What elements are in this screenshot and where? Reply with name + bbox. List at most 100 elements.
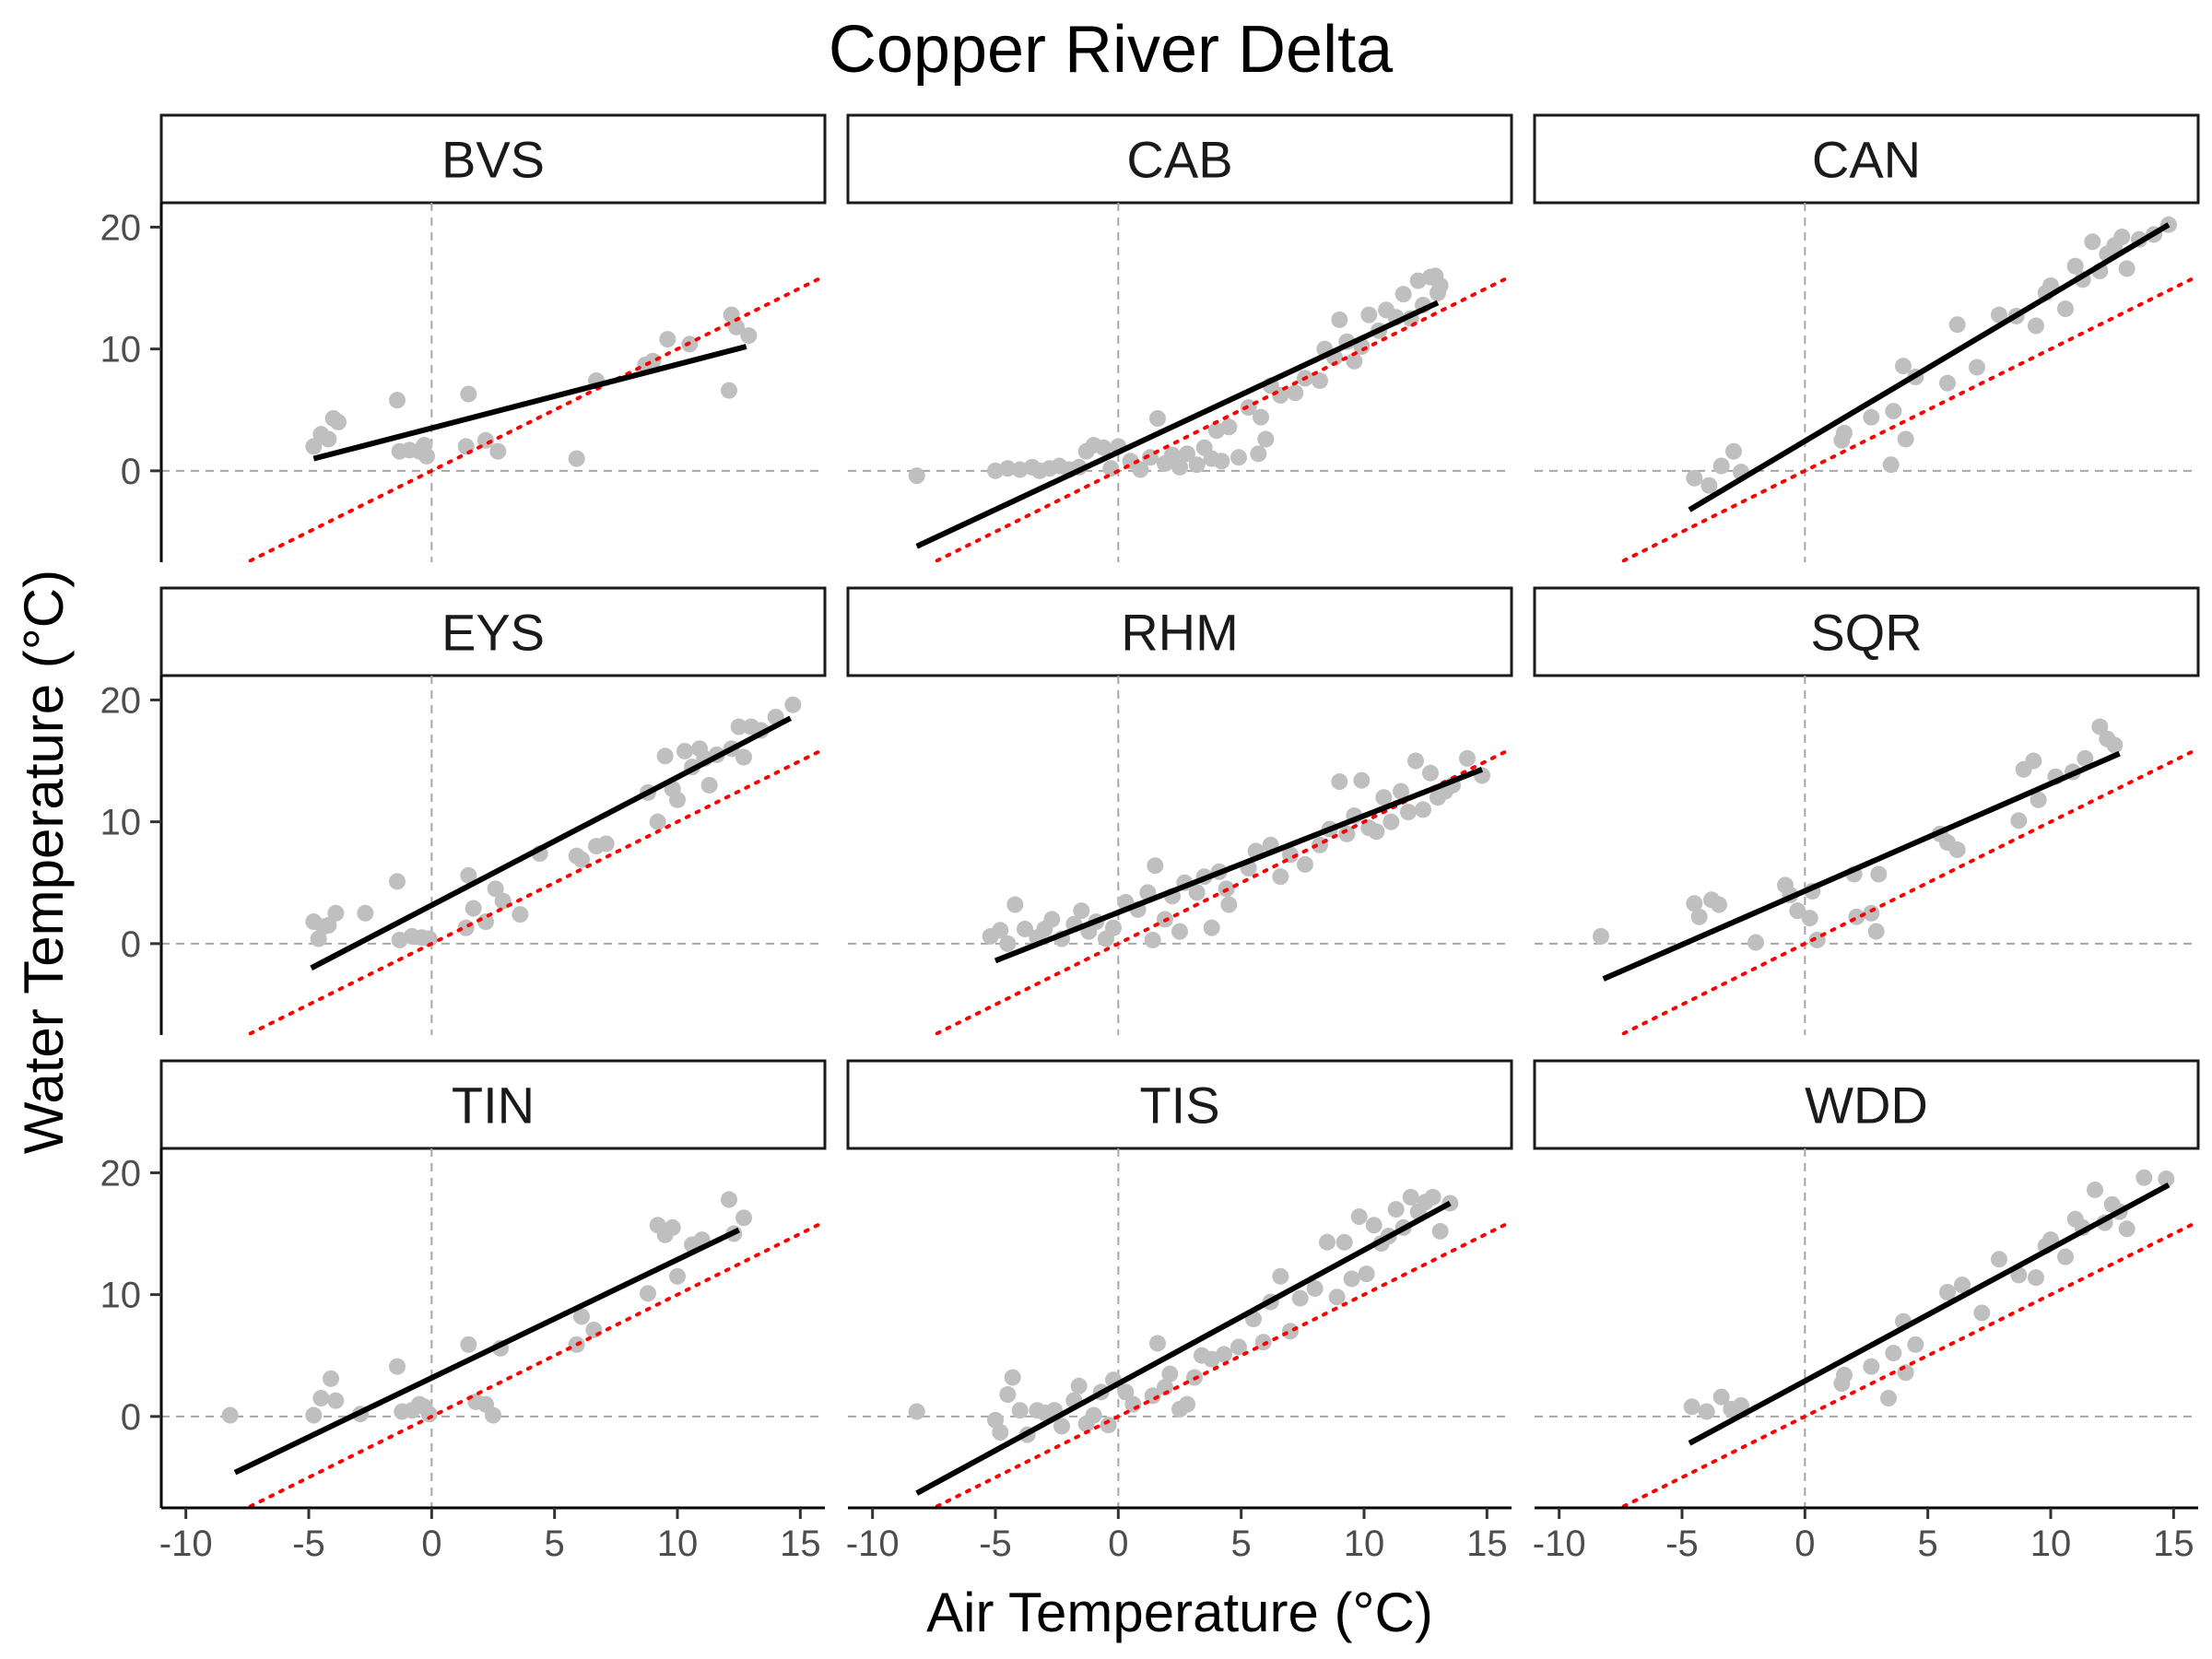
data-point-tin-4 — [327, 1392, 345, 1409]
strip-box-sqr — [1533, 586, 2200, 677]
data-point-sqr-8 — [1789, 902, 1806, 920]
data-point-tis-29 — [1216, 1346, 1232, 1363]
data-point-cab-56 — [1431, 276, 1449, 294]
y-tick-label-bvs-0: 0 — [121, 452, 141, 492]
data-point-cab-1 — [987, 462, 1004, 479]
strip-label-cab: CAB — [1126, 131, 1232, 189]
data-point-rhm-38 — [1331, 773, 1348, 791]
data-point-wdd-21 — [2057, 1248, 2074, 1265]
data-point-sqr-9 — [1801, 910, 1818, 927]
data-point-rhm-2 — [999, 935, 1017, 952]
data-point-can-8 — [1882, 456, 1900, 474]
data-point-wdd-14 — [1954, 1277, 1971, 1294]
data-point-eys-5 — [357, 904, 374, 922]
data-point-cab-12 — [1095, 439, 1112, 456]
data-point-rhm-14 — [1105, 919, 1122, 936]
data-point-eys-15 — [487, 880, 504, 898]
data-point-bvs-14 — [489, 442, 507, 460]
x-tick-label-wdd--5: -5 — [1665, 1524, 1699, 1564]
data-point-wdd-7 — [1863, 1358, 1880, 1375]
strip-label-tis: TIS — [1139, 1077, 1219, 1135]
data-point-can-15 — [1969, 359, 1985, 376]
data-point-sqr-29 — [2106, 736, 2124, 754]
facet-wdd: WDD -10 -5 0 5 10 15 — [1533, 1059, 2200, 1564]
data-point-eys-22 — [597, 835, 615, 853]
data-point-sqr-0 — [1593, 927, 1609, 945]
data-point-tin-29 — [735, 1209, 752, 1227]
facet-sqr: SQR — [1533, 586, 2200, 1035]
data-point-can-29 — [2118, 260, 2136, 277]
data-point-rhm-7 — [1043, 911, 1061, 928]
data-point-sqr-4 — [1711, 896, 1727, 913]
data-point-rhm-44 — [1375, 789, 1393, 806]
data-point-cab-49 — [1394, 286, 1412, 303]
data-point-rhm-48 — [1407, 752, 1424, 770]
data-point-cab-13 — [1102, 460, 1120, 477]
data-point-cab-43 — [1346, 352, 1363, 370]
data-point-wdd-2 — [1712, 1388, 1730, 1406]
data-point-rhm-1 — [992, 922, 1009, 939]
data-point-can-24 — [2084, 233, 2101, 251]
data-point-can-21 — [2057, 300, 2074, 318]
data-point-cab-38 — [1312, 372, 1328, 390]
data-point-tin-19 — [585, 1321, 603, 1338]
data-point-tis-16 — [1100, 1417, 1117, 1434]
x-tick-label-tin-10: 10 — [657, 1524, 699, 1564]
data-point-can-0 — [1686, 469, 1703, 487]
data-point-can-18 — [2028, 317, 2044, 335]
data-point-rhm-18 — [1144, 931, 1161, 948]
strip-box-bvs — [159, 113, 827, 205]
plot-area-can — [1535, 203, 2198, 562]
one-to-one-line-rhm — [929, 747, 1512, 1035]
data-point-tin-12 — [460, 1335, 477, 1353]
facet-can: CAN — [1533, 113, 2200, 562]
data-point-bvs-2 — [320, 430, 337, 448]
fit-line-eys — [310, 715, 793, 971]
strip-label-eys: EYS — [441, 604, 545, 662]
data-point-sqr-23 — [2030, 791, 2047, 808]
fit-line-rhm — [994, 767, 1484, 964]
x-tick-label-tin--5: -5 — [292, 1524, 325, 1564]
data-point-tis-3 — [999, 1386, 1017, 1404]
data-point-cab-32 — [1250, 445, 1267, 463]
plot-area-wdd — [1535, 1148, 2198, 1508]
data-point-wdd-4 — [1733, 1396, 1749, 1414]
one-to-one-line-sqr — [1616, 747, 2198, 1035]
data-point-cab-20 — [1164, 446, 1181, 464]
data-point-can-13 — [1939, 374, 1956, 392]
data-point-bvs-24 — [740, 327, 758, 345]
data-point-rhm-19 — [1147, 857, 1164, 875]
data-point-sqr-22 — [2025, 752, 2042, 770]
data-point-can-10 — [1895, 358, 1912, 375]
strip-box-tis — [846, 1059, 1513, 1150]
plot-area-eys — [161, 676, 825, 1035]
data-point-eys-27 — [669, 791, 686, 808]
data-point-tin-23 — [664, 1218, 681, 1236]
data-point-tis-32 — [1254, 1334, 1272, 1351]
data-point-bvs-23 — [728, 318, 745, 335]
fit-line-wdd — [1688, 1182, 2171, 1446]
y-tick-label-bvs-10: 10 — [100, 330, 142, 371]
data-point-eys-40 — [784, 696, 802, 713]
data-point-can-22 — [2066, 257, 2084, 275]
data-point-rhm-54 — [1459, 749, 1476, 767]
data-point-can-3 — [1725, 442, 1742, 460]
data-point-bvs-0 — [305, 438, 323, 455]
data-point-rhm-41 — [1353, 771, 1371, 789]
data-point-eys-3 — [320, 917, 337, 935]
data-point-tis-47 — [1387, 1201, 1405, 1218]
one-to-one-line-tin — [242, 1219, 825, 1508]
data-point-tis-52 — [1424, 1188, 1441, 1206]
data-point-can-14 — [1948, 316, 1966, 334]
data-point-tis-39 — [1328, 1288, 1346, 1306]
data-point-eys-13 — [465, 900, 482, 917]
data-point-bvs-5 — [389, 392, 406, 409]
data-point-bvs-13 — [477, 431, 494, 449]
data-point-tin-15 — [485, 1406, 501, 1424]
data-point-eys-28 — [677, 742, 693, 759]
data-point-can-2 — [1712, 457, 1730, 475]
data-point-wdd-8 — [1880, 1390, 1897, 1407]
data-point-tin-24 — [669, 1267, 686, 1285]
data-point-rhm-50 — [1422, 764, 1439, 782]
y-tick-label-eys-10: 10 — [100, 803, 142, 843]
